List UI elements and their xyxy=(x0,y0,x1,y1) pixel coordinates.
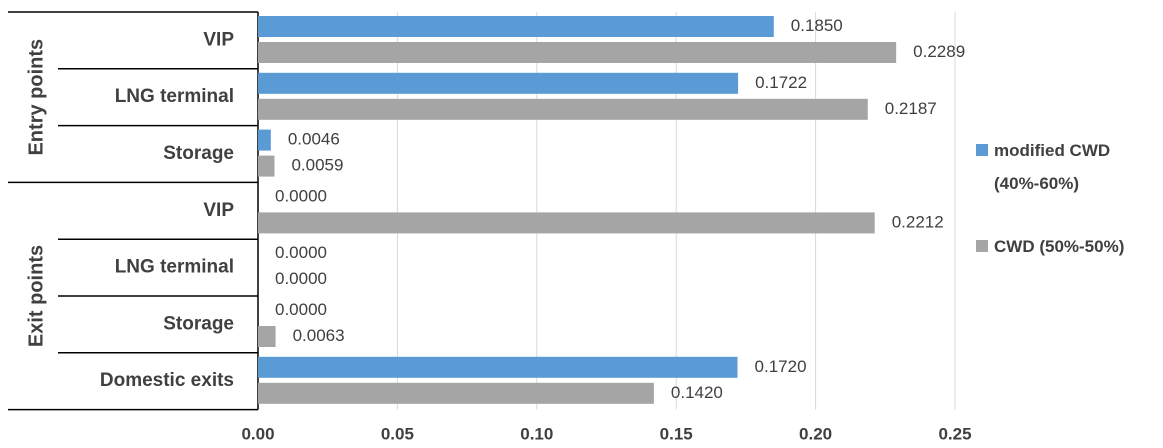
data-label: 0.1420 xyxy=(671,383,723,402)
group-label: Exit points xyxy=(25,245,47,347)
bar xyxy=(258,155,275,177)
x-tick-label: 0.05 xyxy=(381,425,414,444)
bar xyxy=(258,212,875,234)
x-tick-label: 0.10 xyxy=(520,425,553,444)
category-label: LNG terminal xyxy=(115,257,234,278)
data-label: 0.0000 xyxy=(275,300,327,319)
data-labels: 0.1850 0.1722 0.0046 0.0000 0.0000 0.0000 0.17… xyxy=(275,16,965,402)
bar xyxy=(258,356,738,378)
data-label: 0.0059 xyxy=(291,156,343,175)
bar xyxy=(258,326,276,347)
group-label: Entry points xyxy=(25,39,47,156)
data-label: 0.2187 xyxy=(885,99,937,118)
data-label: 0.2289 xyxy=(913,42,965,61)
x-tick-label: 0.15 xyxy=(660,425,693,444)
data-label: 0.1722 xyxy=(755,73,807,92)
bar xyxy=(258,72,739,94)
legend-swatch xyxy=(976,240,988,252)
category-label: LNG terminal xyxy=(115,86,234,107)
category-label: VIP xyxy=(203,200,234,221)
x-tick-label: 0.25 xyxy=(938,425,971,444)
category-label: Storage xyxy=(163,313,234,334)
legend-label: modified CWD xyxy=(994,141,1110,160)
bar xyxy=(258,16,774,37)
category-label: VIP xyxy=(203,29,234,50)
category-label: Storage xyxy=(163,143,234,164)
legend-label: CWD (50%-50%) xyxy=(994,237,1124,256)
x-tick-label: 0.20 xyxy=(799,425,832,444)
legend-swatch xyxy=(976,144,988,156)
bar xyxy=(258,98,868,120)
data-label: 0.0046 xyxy=(288,130,340,149)
data-label: 0.0000 xyxy=(275,243,327,262)
legend-label: (40%-60%) xyxy=(994,174,1079,193)
bars xyxy=(258,16,897,404)
category-label: Domestic exits xyxy=(100,370,234,391)
data-label: 0.0000 xyxy=(275,269,327,288)
bar xyxy=(258,382,654,404)
data-label: 0.1720 xyxy=(755,357,807,376)
data-label: 0.0063 xyxy=(293,326,345,345)
data-label: 0.0000 xyxy=(275,186,327,205)
bar xyxy=(258,42,897,63)
category-axis-table: Entry points Exit points VIP LNG terminal St… xyxy=(8,11,259,411)
data-label: 0.1850 xyxy=(791,16,843,35)
data-label: 0.2212 xyxy=(892,212,944,231)
bar xyxy=(258,129,271,151)
x-tick-label: 0.00 xyxy=(241,425,274,444)
legend: modified CWD (40%-60%) CWD (50%-50%) xyxy=(976,141,1124,256)
